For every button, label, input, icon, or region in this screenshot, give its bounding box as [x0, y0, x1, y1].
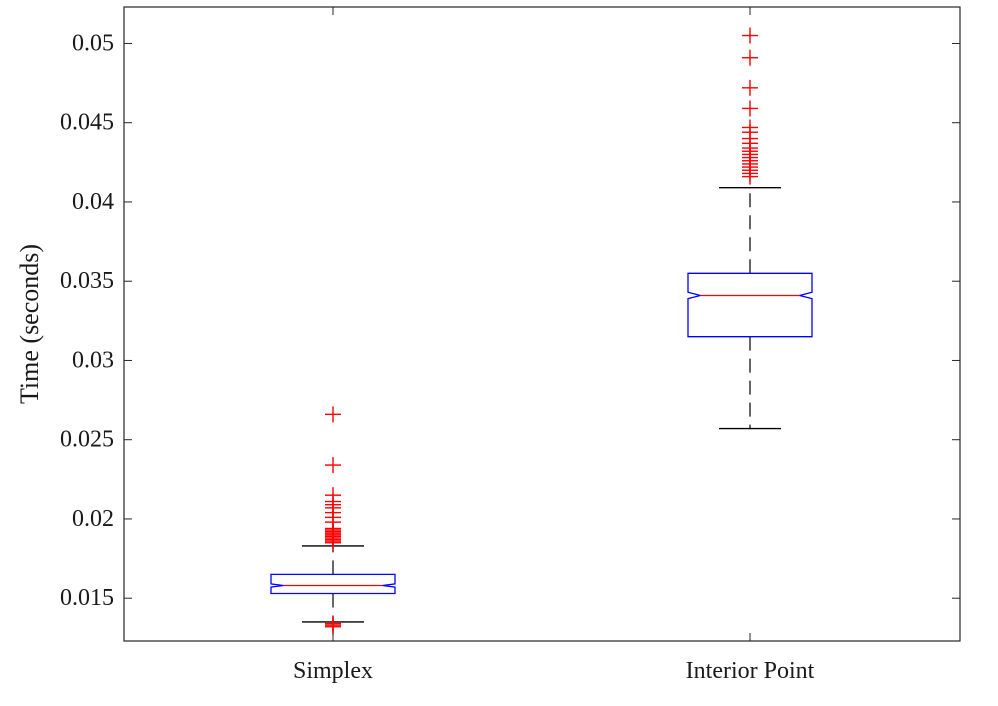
outlier-marker: [742, 119, 758, 136]
y-tick-label: 0.045: [60, 110, 114, 136]
box-group: [270, 406, 396, 635]
outlier-marker: [742, 79, 758, 96]
outlier-marker: [742, 100, 758, 117]
outlier-marker: [742, 49, 758, 66]
y-axis-ticks: 0.015 0.02 0.025 0.03 0.035 0.04 0.045 0.05: [60, 30, 960, 611]
box-body: [270, 573, 396, 595]
outlier-marker: [325, 615, 341, 632]
outlier-marker: [325, 457, 341, 474]
box-group: [687, 27, 813, 430]
x-tick-label: Simplex: [293, 658, 373, 684]
y-tick-label: 0.02: [72, 506, 114, 532]
x-tick-label: Interior Point: [686, 658, 815, 684]
y-tick-label: 0.025: [60, 427, 114, 453]
outlier-marker: [325, 487, 341, 504]
box-body: [687, 272, 813, 338]
boxes-layer: [270, 27, 813, 635]
y-tick-label: 0.015: [60, 585, 114, 611]
y-tick-label: 0.035: [60, 268, 114, 294]
y-tick-label: 0.05: [72, 30, 114, 56]
y-axis-label: Time (seconds): [15, 244, 44, 404]
outlier-marker: [742, 27, 758, 44]
outlier-marker: [325, 406, 341, 423]
y-tick-label: 0.04: [72, 189, 114, 215]
plot-area: [123, 6, 961, 642]
y-tick-label: 0.03: [72, 347, 114, 373]
x-axis-tick-labels: Simplex Interior Point: [293, 7, 815, 684]
